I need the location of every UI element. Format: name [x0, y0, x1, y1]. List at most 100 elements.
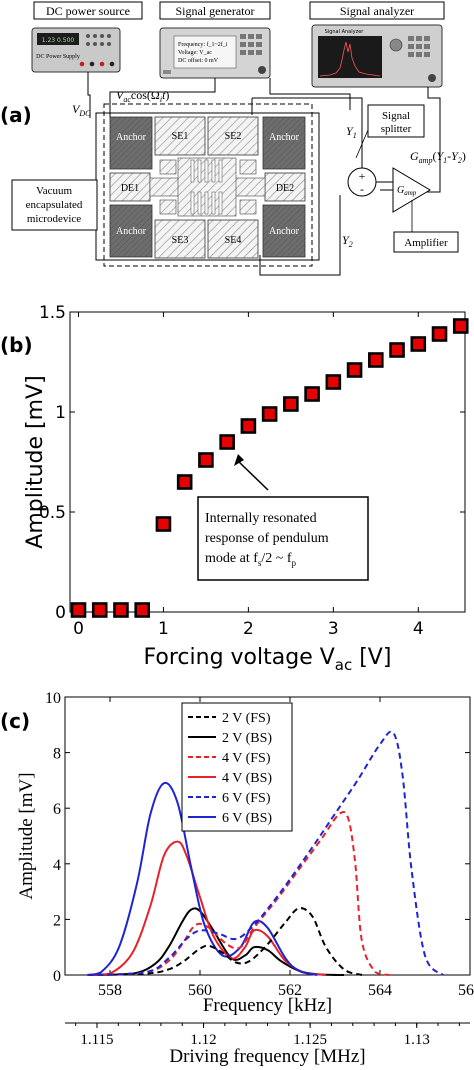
generator-line-1: Frequency: f_1~2f_i	[178, 41, 228, 48]
secondary-tick-label: 1.115	[80, 1032, 113, 1048]
data-point	[452, 318, 469, 334]
se4-label: SE4	[225, 235, 242, 246]
splitter-box	[367, 104, 425, 138]
panel-c-secondary-axis: 1.115 1.12 1.125 1.13 Driving frequency [MHz…	[65, 1022, 470, 1067]
y-axis-label: Amplitude [mV]	[23, 375, 48, 548]
anchor-label-bl: Anchor	[116, 226, 147, 237]
data-point	[134, 602, 151, 618]
se1-label: SE1	[172, 131, 189, 142]
signal-analyzer-title: Signal analyzer	[340, 4, 414, 18]
dc-source-title-box	[33, 1, 143, 20]
panel-c-label: (c)	[0, 709, 30, 733]
signal-generator-device: Frequency: f_1~2f_i Voltage: V_ac DC off…	[159, 27, 271, 79]
vacuum-label-box	[11, 179, 98, 231]
x-axis-label: Frequency [kHz]	[203, 995, 332, 1016]
de2-label: DE2	[276, 183, 294, 194]
legend-label: 2 V (FS)	[222, 711, 271, 726]
secondary-tick-label: 1.13	[404, 1032, 430, 1048]
data-point	[368, 352, 384, 368]
data-point	[346, 362, 363, 378]
x-tick-label: 560	[188, 982, 212, 999]
series-line	[87, 840, 327, 976]
legend-box	[181, 702, 293, 832]
x-axis-label: Forcing voltage Vac [V]	[144, 645, 392, 674]
signal-analyzer-device: Signal Analyzer	[311, 24, 443, 88]
splitter-line-1: Signal	[382, 110, 410, 122]
legend-label: 6 V (BS)	[222, 811, 272, 826]
comb-fingers	[190, 159, 223, 215]
data-point	[431, 326, 448, 342]
amplifier-triangle	[392, 167, 431, 213]
data-point	[325, 374, 342, 390]
x-tick-label: 558	[98, 982, 122, 999]
series-line	[87, 781, 318, 976]
data-point	[240, 418, 257, 434]
panel-b: (b) 0 1 2 3 4 0 0.5 1 1.5 Forcing voltage Vac [V]…	[0, 303, 469, 674]
anchor-label-tl: Anchor	[116, 132, 147, 143]
series-line	[87, 730, 444, 976]
y-tick-label: 1	[55, 403, 66, 423]
vacuum-box	[103, 103, 313, 267]
panel-c-lines	[87, 730, 444, 976]
data-point	[304, 386, 320, 402]
series-line	[87, 907, 345, 976]
callout-arrow-line	[236, 459, 269, 491]
x-tick-label: 562	[278, 982, 302, 999]
anchors: Anchor Anchor Anchor Anchor	[109, 116, 306, 258]
data-point	[219, 434, 235, 450]
dc-panel-text: DC Power Supply	[36, 54, 80, 60]
x-tick-label: 564	[368, 982, 392, 999]
data-point	[261, 406, 278, 422]
data-point	[389, 342, 405, 358]
x-tick-label: 566	[458, 982, 474, 999]
secondary-tick-label: 1.12	[190, 1032, 216, 1048]
y-axis-label: Amplitude [mV]	[16, 772, 37, 899]
legend-label: 4 V (FS)	[222, 751, 271, 766]
panel-b-axes: 0 1 2 3 4 0 0.5 1 1.5 Forcing voltage Vac [V] Ampl…	[23, 303, 466, 674]
generator-line-3: DC offset: 0 mV	[178, 57, 219, 64]
dc-source-title: DC power source	[46, 4, 130, 18]
y-tick-label: 0	[53, 968, 61, 985]
panel-c-legend: 2 V (FS) 2 V (BS) 4 V (FS) 4 V (BS) 6 V (FS)…	[181, 702, 293, 832]
anchor-label-tr: Anchor	[269, 132, 300, 143]
data-point	[91, 602, 108, 618]
y-tick-label: 4	[53, 857, 61, 874]
vdc-label: VDC	[72, 102, 91, 118]
legend-label: 6 V (FS)	[222, 791, 271, 806]
panel-b-label: (b)	[0, 333, 33, 357]
x-tick-label: 2	[243, 619, 254, 639]
data-point	[155, 516, 172, 532]
dc-power-supply-device: 1.23 0.500 DC Power Supply	[31, 27, 121, 73]
panel-c-axes: 558 560 562 564 566 0 2 4 6 8 10 Frequency [kHz] Amp…	[16, 690, 474, 1016]
callout-box	[197, 496, 369, 581]
data-point	[198, 452, 214, 468]
callout-line-1: Internally resonated	[205, 511, 317, 526]
callout-line-3: mode at fs/2 ~ fp	[205, 551, 297, 568]
y-tick-label: 8	[53, 746, 61, 763]
gamp-out-label: Gamp(Y1-Y2)	[410, 149, 466, 165]
anchor-label-br: Anchor	[269, 226, 300, 237]
y-tick-label: 6	[53, 801, 61, 818]
callout-line-2: response of pendulum	[205, 531, 329, 546]
y-tick-label: 10	[45, 690, 61, 707]
legend-label: 4 V (BS)	[222, 771, 272, 786]
vacuum-line-2: encapsulated	[26, 199, 83, 211]
splitter-line-2: splitter	[381, 123, 412, 135]
legend-label: 2 V (BS)	[222, 731, 272, 746]
svg-text:1.23 0.500: 1.23 0.500	[42, 37, 75, 44]
vac-label: Vaccos(Ωit)	[116, 88, 169, 104]
y-tick-label: 1.5	[39, 303, 66, 323]
de1-label: DE1	[121, 183, 139, 194]
electrodes: SE1 SE2 SE3 SE4 DE1 DE2	[109, 116, 306, 259]
x-tick-label: 0	[73, 619, 84, 639]
x-tick-label: 1	[158, 619, 169, 639]
panel-b-points	[70, 318, 469, 618]
data-point	[70, 602, 87, 618]
splitter-pointer	[355, 129, 369, 159]
plot-frame	[69, 311, 466, 613]
plus-sign: +	[359, 169, 366, 183]
signal-analyzer-title-box	[309, 1, 445, 20]
signal-generator-title: Signal generator	[176, 4, 255, 18]
series-line	[87, 907, 363, 976]
